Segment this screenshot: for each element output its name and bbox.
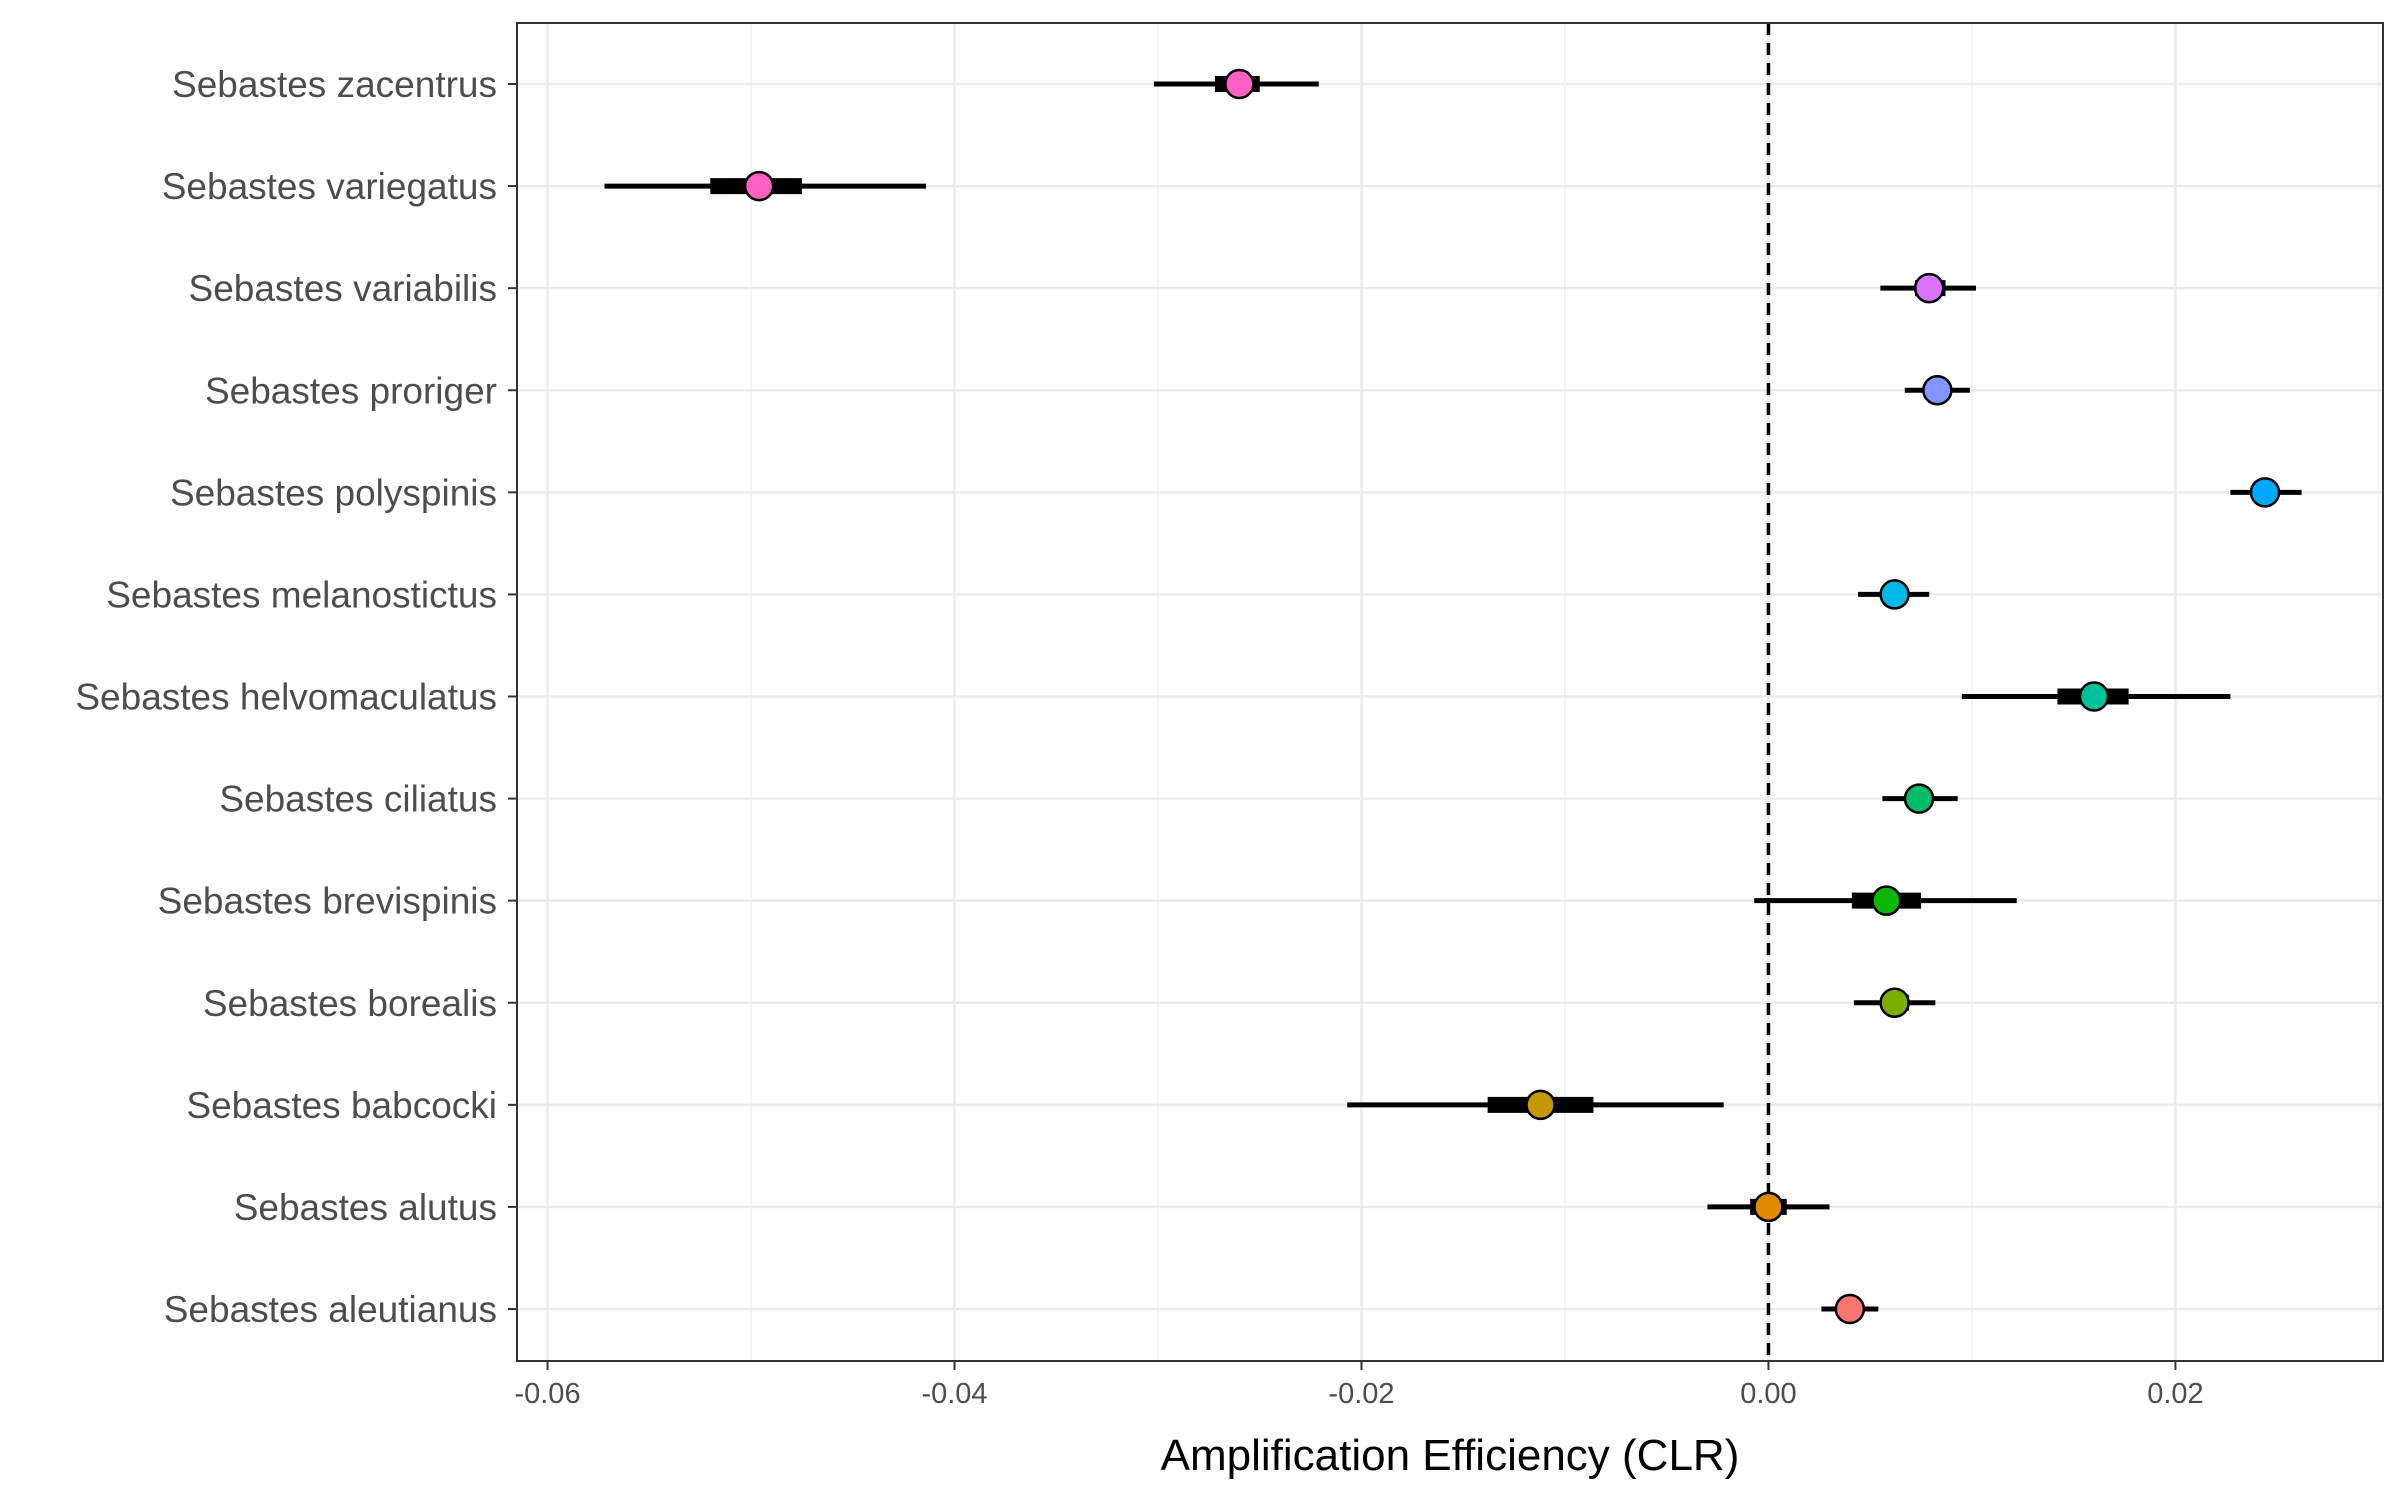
y-tick-label: Sebastes proriger — [205, 370, 497, 411]
point-estimate — [1525, 1089, 1556, 1121]
y-tick-label: Sebastes melanostictus — [106, 574, 497, 615]
x-tick-label: 0.02 — [2147, 1378, 2203, 1410]
point-estimate — [1871, 885, 1902, 916]
point-estimate — [2078, 681, 2110, 712]
y-tick-label: Sebastes babcocki — [186, 1085, 497, 1126]
point-estimate — [1922, 375, 1953, 406]
y-tick-label: Sebastes ciliatus — [219, 779, 497, 820]
y-axis: Sebastes zacentrus Sebastes variegatus Seb… — [75, 64, 517, 1330]
x-axis-title: Amplification Efficiency (CLR) — [1161, 1431, 1740, 1480]
point-estimate — [1903, 783, 1935, 814]
y-tick-label: Sebastes aleutianus — [164, 1289, 497, 1330]
y-tick-label: Sebastes variabilis — [189, 268, 497, 309]
y-tick-label: Sebastes borealis — [203, 983, 497, 1024]
y-tick-label: Sebastes alutus — [234, 1187, 497, 1228]
point-estimate — [1879, 987, 1910, 1018]
y-tick-label: Sebastes polyspinis — [170, 472, 497, 513]
point-estimate — [1834, 1293, 1866, 1325]
x-tick-label: -0.02 — [1328, 1378, 1394, 1410]
point-estimate — [743, 170, 775, 202]
x-tick-label: -0.06 — [514, 1378, 580, 1410]
y-tick-label: Sebastes zacentrus — [172, 64, 497, 105]
marks — [604, 68, 2302, 1325]
point-estimate — [1224, 68, 1255, 100]
point-estimate — [2249, 477, 2281, 508]
y-tick-label: Sebastes brevispinis — [158, 881, 497, 922]
point-estimate — [1913, 272, 1945, 304]
plot-panel-border — [516, 22, 2384, 1362]
x-tick-label: -0.04 — [921, 1378, 987, 1410]
x-tick-label: 0.00 — [1740, 1378, 1796, 1410]
grid-minor — [750, 23, 2380, 1361]
y-tick-label: Sebastes helvomaculatus — [75, 677, 497, 718]
x-axis: -0.06 -0.04 -0.02 0.00 0.02 — [514, 1361, 2204, 1410]
point-estimate — [1879, 579, 1910, 610]
y-tick-label: Sebastes variegatus — [162, 166, 497, 207]
point-estimate — [1753, 1191, 1784, 1223]
